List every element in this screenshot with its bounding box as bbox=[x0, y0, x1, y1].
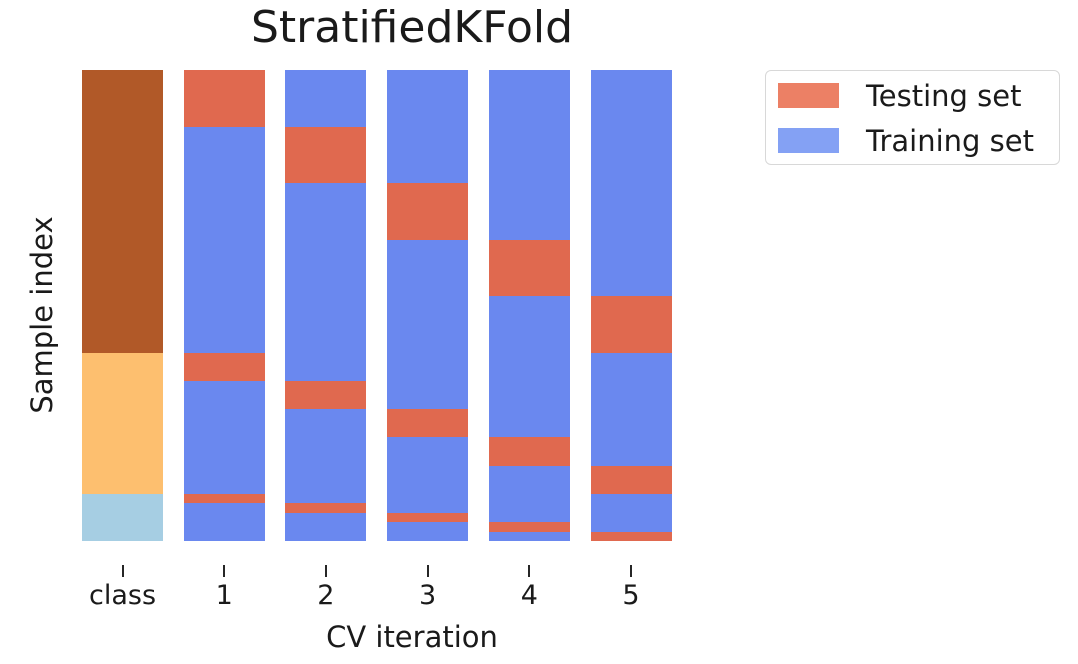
testing-segment-fold-4 bbox=[488, 239, 570, 297]
x-tick-label-1: 1 bbox=[215, 580, 233, 611]
cv-column-fold-1 bbox=[183, 70, 265, 541]
testing-segment-fold-2 bbox=[285, 503, 367, 513]
testing-set-swatch bbox=[778, 83, 839, 108]
class-medium-segment bbox=[82, 352, 163, 494]
x-tick-label-class: class bbox=[88, 580, 157, 611]
testing-segment-fold-3 bbox=[387, 183, 469, 240]
x-tick bbox=[121, 565, 124, 577]
class-small-segment bbox=[82, 493, 163, 541]
x-axis-label: CV iteration bbox=[326, 620, 498, 654]
testing-segment-fold-3 bbox=[387, 512, 469, 523]
x-tick bbox=[528, 565, 531, 577]
testing-segment-fold-2 bbox=[285, 126, 367, 184]
cv-column-fold-4 bbox=[488, 70, 570, 541]
x-tick-label-2: 2 bbox=[317, 580, 335, 611]
testing-segment-fold-2 bbox=[285, 380, 367, 410]
legend-label-training-set: Training set bbox=[866, 123, 1034, 158]
testing-segment-fold-1 bbox=[183, 70, 265, 127]
x-tick-label-3: 3 bbox=[419, 580, 437, 611]
legend-item-training-set: Training set bbox=[766, 118, 1059, 163]
x-tick bbox=[324, 565, 327, 577]
testing-segment-fold-5 bbox=[590, 531, 672, 541]
testing-segment-fold-1 bbox=[183, 352, 265, 381]
testing-segment-fold-5 bbox=[590, 296, 672, 353]
x-tick bbox=[630, 565, 632, 577]
x-tick bbox=[223, 565, 226, 577]
cv-column-fold-5 bbox=[590, 70, 672, 541]
testing-segment-fold-4 bbox=[488, 437, 570, 466]
class-large-segment bbox=[82, 70, 163, 353]
training-set-swatch bbox=[778, 128, 839, 153]
legend: Testing set Training set bbox=[765, 70, 1060, 165]
testing-segment-fold-1 bbox=[183, 493, 265, 504]
testing-segment-fold-3 bbox=[387, 409, 469, 438]
chart-title: StratifiedKFold bbox=[250, 2, 574, 53]
x-tick-label-5: 5 bbox=[622, 580, 640, 611]
cv-column-fold-2 bbox=[285, 70, 367, 541]
testing-segment-fold-4 bbox=[488, 522, 570, 532]
cv-column-fold-3 bbox=[387, 70, 469, 541]
x-tick-label-4: 4 bbox=[520, 580, 538, 611]
class-column bbox=[82, 70, 163, 541]
x-tick bbox=[426, 565, 429, 577]
legend-label-testing-set: Testing set bbox=[866, 78, 1022, 113]
testing-segment-fold-5 bbox=[590, 465, 672, 494]
legend-item-testing-set: Testing set bbox=[766, 73, 1059, 118]
